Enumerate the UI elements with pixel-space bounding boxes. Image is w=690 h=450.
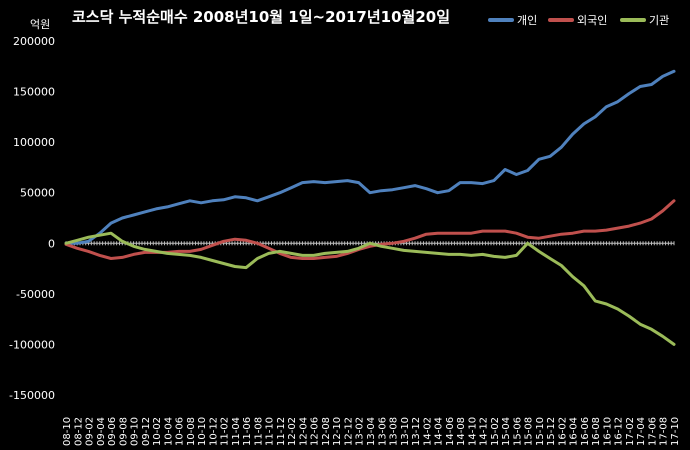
x-tick-label: 16-08	[591, 417, 602, 446]
series-lines	[64, 69, 676, 346]
y-tick-label: -100000	[9, 338, 55, 351]
y-tick-label: -150000	[9, 389, 55, 402]
y-axis-unit-label: 억원	[30, 18, 51, 31]
x-tick-label: 10-12	[208, 417, 219, 446]
x-tick-label: 16-04	[569, 417, 580, 446]
legend-label-individual: 개인	[517, 14, 538, 27]
plot-area	[66, 41, 674, 395]
x-tick-label: 15-12	[546, 417, 557, 446]
x-tick-label: 11-08	[253, 417, 264, 446]
y-axis: 200000 150000 100000 50000 0 -50000 -100000 -15…	[9, 35, 55, 402]
y-tick-label: -50000	[16, 288, 55, 301]
x-tick-label: 11-12	[276, 417, 287, 446]
x-tick-label: 10-04	[163, 417, 174, 446]
x-tick-label: 17-06	[647, 417, 658, 446]
legend-item-foreign: 외국인	[548, 12, 607, 28]
x-tick-label: 12-02	[287, 417, 298, 446]
x-axis: 08-10 08-12 09-02 09-04 09-06 09-08 09-10 09-12…	[62, 241, 681, 446]
x-tick-label: 14-04	[434, 417, 445, 446]
x-tick-label: 16-10	[602, 417, 613, 446]
x-tick-label: 13-04	[366, 417, 377, 446]
series-line-individual	[64, 69, 676, 245]
legend-item-institution: 기관	[620, 12, 669, 28]
x-tick-label: 12-08	[321, 417, 332, 446]
x-tick-label: 09-12	[141, 417, 152, 446]
x-tick-label: 09-04	[96, 417, 107, 446]
x-tick-label: 13-06	[377, 417, 388, 446]
x-tick-label: 14-08	[456, 417, 467, 446]
legend-label-institution: 기관	[649, 14, 670, 27]
x-tick-label: 16-06	[580, 417, 591, 446]
x-tick-label: 13-10	[400, 417, 411, 446]
x-tick-label: 14-06	[445, 417, 456, 446]
x-tick-label: 17-10	[670, 417, 681, 446]
x-tick-label: 10-10	[197, 417, 208, 446]
legend-label-foreign: 외국인	[577, 14, 608, 27]
x-tick-label: 14-10	[467, 417, 478, 446]
x-tick-label: 12-06	[310, 417, 321, 446]
legend-swatch-individual	[488, 18, 514, 22]
x-tick-label: 14-02	[422, 417, 433, 446]
series-line-institution	[64, 231, 676, 346]
x-tick-label: 11-04	[231, 417, 242, 446]
legend-item-individual: 개인	[488, 12, 537, 28]
x-tick-label: 13-12	[411, 417, 422, 446]
x-tick-label: 15-02	[490, 417, 501, 446]
y-tick-label: 150000	[13, 86, 55, 99]
x-tick-label: 12-12	[343, 417, 354, 446]
x-tick-label: 09-02	[85, 417, 96, 446]
x-tick-label: 15-06	[512, 417, 523, 446]
x-tick-label: 11-06	[242, 417, 253, 446]
y-tick-label: 200000	[13, 35, 55, 48]
x-tick-label: 15-10	[535, 417, 546, 446]
x-tick-label: 09-08	[118, 417, 129, 446]
x-tick-label: 15-04	[501, 417, 512, 446]
x-tick-label: 13-02	[355, 417, 366, 446]
x-tick-label: 17-08	[659, 417, 670, 446]
x-tick-label: 10-06	[175, 417, 186, 446]
y-tick-label: 50000	[20, 187, 55, 200]
x-tick-label: 12-10	[332, 417, 343, 446]
x-tick-label: 14-12	[479, 417, 490, 446]
x-tick-label: 11-10	[265, 417, 276, 446]
x-tick-label: 11-02	[220, 417, 231, 446]
x-tick-label: 08-12	[73, 417, 84, 446]
x-tick-label: 16-12	[614, 417, 625, 446]
x-tick-label: 16-02	[557, 417, 568, 446]
x-tick-label: 08-10	[62, 417, 73, 446]
x-tick-label: 09-06	[107, 417, 118, 446]
y-tick-label: 0	[48, 237, 55, 250]
x-tick-label: 13-08	[389, 417, 400, 446]
x-tick-label: 09-10	[130, 417, 141, 446]
x-tick-label: 17-02	[625, 417, 636, 446]
x-tick-label: 17-04	[636, 417, 647, 446]
legend-swatch-institution	[620, 18, 646, 22]
x-tick-label: 12-04	[298, 417, 309, 446]
x-tick-label: 15-08	[524, 417, 535, 446]
x-tick-label: 10-08	[186, 417, 197, 446]
legend-swatch-foreign	[548, 18, 574, 22]
x-tick-label: 10-02	[152, 417, 163, 446]
y-tick-label: 100000	[13, 136, 55, 149]
chart-title: 코스닥 누적순매수 2008년10월 1일~2017년10월20일	[72, 8, 450, 26]
